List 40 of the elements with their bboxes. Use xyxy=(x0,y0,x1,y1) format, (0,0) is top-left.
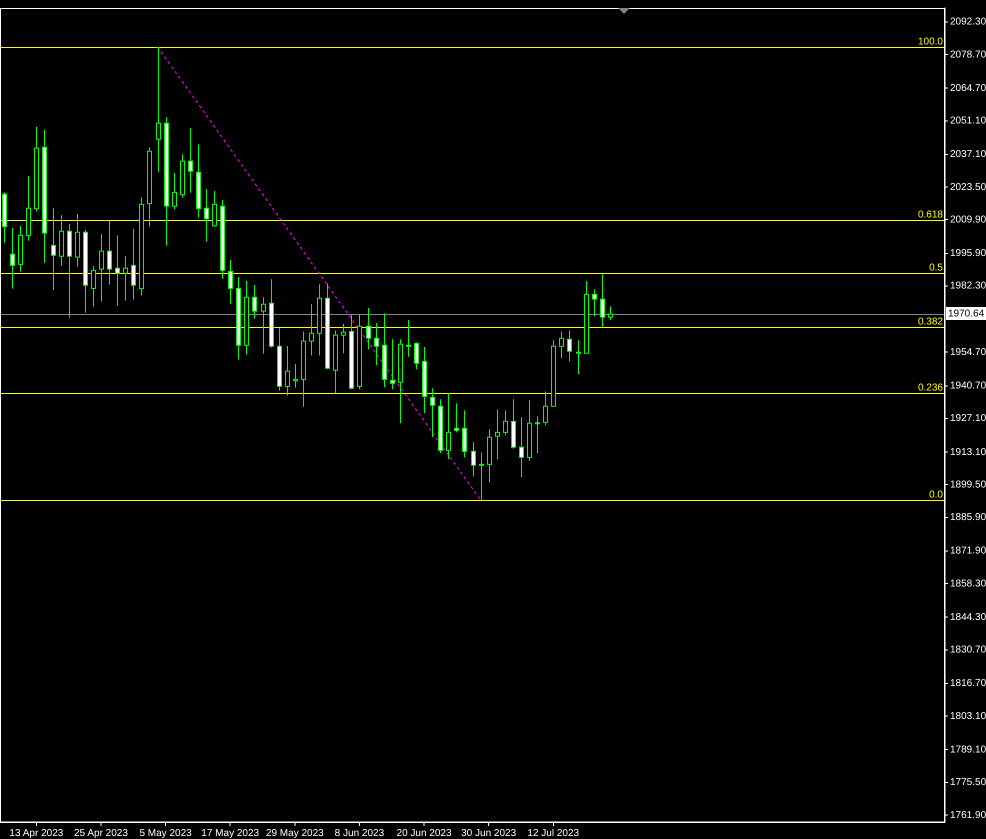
y-tick-label: 1803.10 xyxy=(950,710,986,722)
y-tick-label: 1858.30 xyxy=(950,578,986,590)
y-tick-label: 2051.10 xyxy=(950,116,986,127)
x-tick-label: 20 Jun 2023 xyxy=(396,828,452,839)
y-tick-label: 1913.10 xyxy=(950,446,986,458)
x-tick-label: 30 Jun 2023 xyxy=(461,828,517,839)
y-tick-label: 1816.70 xyxy=(950,678,986,690)
y-tick-label: 1830.70 xyxy=(950,644,986,656)
y-tick-label: 1995.90 xyxy=(950,248,986,260)
x-tick-label: 8 Jun 2023 xyxy=(334,828,385,839)
annotation: 0.0 xyxy=(929,489,944,500)
y-tick-label: 2037.10 xyxy=(950,149,986,160)
y-tick-label: 1844.30 xyxy=(950,612,986,623)
x-tick-label: 13 Apr 2023 xyxy=(9,828,64,839)
y-tick-label: 1871.90 xyxy=(950,546,986,557)
y-tick-label: 1940.70 xyxy=(950,380,986,392)
y-tick-label: 2023.50 xyxy=(950,182,986,193)
y-tick-label: 1775.50 xyxy=(950,777,986,788)
y-tick-label: 1954.70 xyxy=(950,346,986,358)
y-tick-label: 2078.70 xyxy=(950,49,986,60)
y-tick-label: 1927.10 xyxy=(950,413,986,424)
y-tick-label: 1899.50 xyxy=(950,479,986,490)
y-tick-label: 2009.90 xyxy=(950,214,986,226)
x-tick-label: 29 May 2023 xyxy=(266,828,324,839)
annotation: 0.618 xyxy=(918,209,944,220)
x-tick-label: 5 May 2023 xyxy=(139,828,192,839)
annotation: 100.0 xyxy=(918,36,944,48)
y-tick-label: 1789.10 xyxy=(950,744,986,756)
y-tick-label: 1885.90 xyxy=(950,512,986,524)
x-tick-label: 17 May 2023 xyxy=(201,828,260,839)
annotation: 0.382 xyxy=(918,316,944,328)
annotation: 0.5 xyxy=(929,262,944,274)
text: 1970.64 xyxy=(948,308,985,320)
y-tick-label: 1761.90 xyxy=(950,810,986,821)
y-tick-label: 2092.30 xyxy=(950,16,986,28)
y-tick-label: 2064.70 xyxy=(950,82,986,94)
y-tick-label: 1982.30 xyxy=(950,280,986,292)
x-tick-label: 25 Apr 2023 xyxy=(74,828,128,839)
x-tick-label: 12 Jul 2023 xyxy=(527,828,580,839)
annotation: 0.236 xyxy=(918,382,944,394)
